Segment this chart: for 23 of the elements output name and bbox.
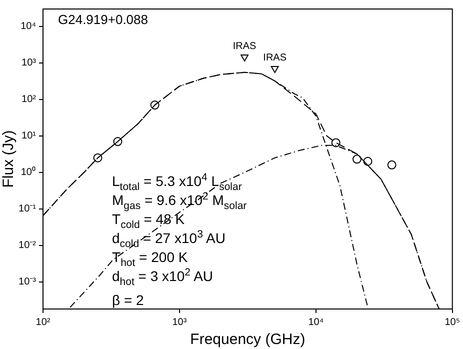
annotation: M$_{gas}$ = 9.6 x10$^{2}$ M$_{solar}$ xyxy=(112,190,247,212)
annotation: T$_{cold}$ = 48 K xyxy=(112,211,186,231)
annotation: G24.919+0.088 xyxy=(58,12,148,27)
annotation: L$_{total}$ = 5.3 x10$^{4}$ L$_{solar}$ xyxy=(112,171,243,193)
annotation: T$_{hot}$ = 200 K xyxy=(112,248,188,269)
y-tick-label: 10⁰ xyxy=(20,166,36,178)
x-axis-title: Frequency (GHz) xyxy=(190,331,306,348)
annotation: IRAS xyxy=(232,40,257,52)
x-tick-label: 10² xyxy=(36,316,51,328)
x-tick-label: 10⁴ xyxy=(308,316,324,328)
annotation: d$_{hot}$ = 3 x10$^{2}$ AU xyxy=(112,266,214,288)
annotation: β = 2 xyxy=(112,291,145,310)
y-tick-label: 10⁻² xyxy=(18,240,37,252)
annotation: IRAS xyxy=(263,52,287,64)
y-tick-label: 10² xyxy=(22,94,37,106)
x-tick-label: 10⁵ xyxy=(444,316,460,328)
y-tick-label: 10⁻³ xyxy=(18,276,37,288)
x-tick-label: 10³ xyxy=(172,316,188,328)
y-axis-title: Flux (Jy) xyxy=(0,130,18,188)
y-tick-label: 10⁴ xyxy=(20,21,36,32)
y-tick-label: 10⁻¹ xyxy=(18,204,37,215)
y-tick-label: 10³ xyxy=(22,58,37,69)
y-tick-label: 10¹ xyxy=(22,130,37,142)
